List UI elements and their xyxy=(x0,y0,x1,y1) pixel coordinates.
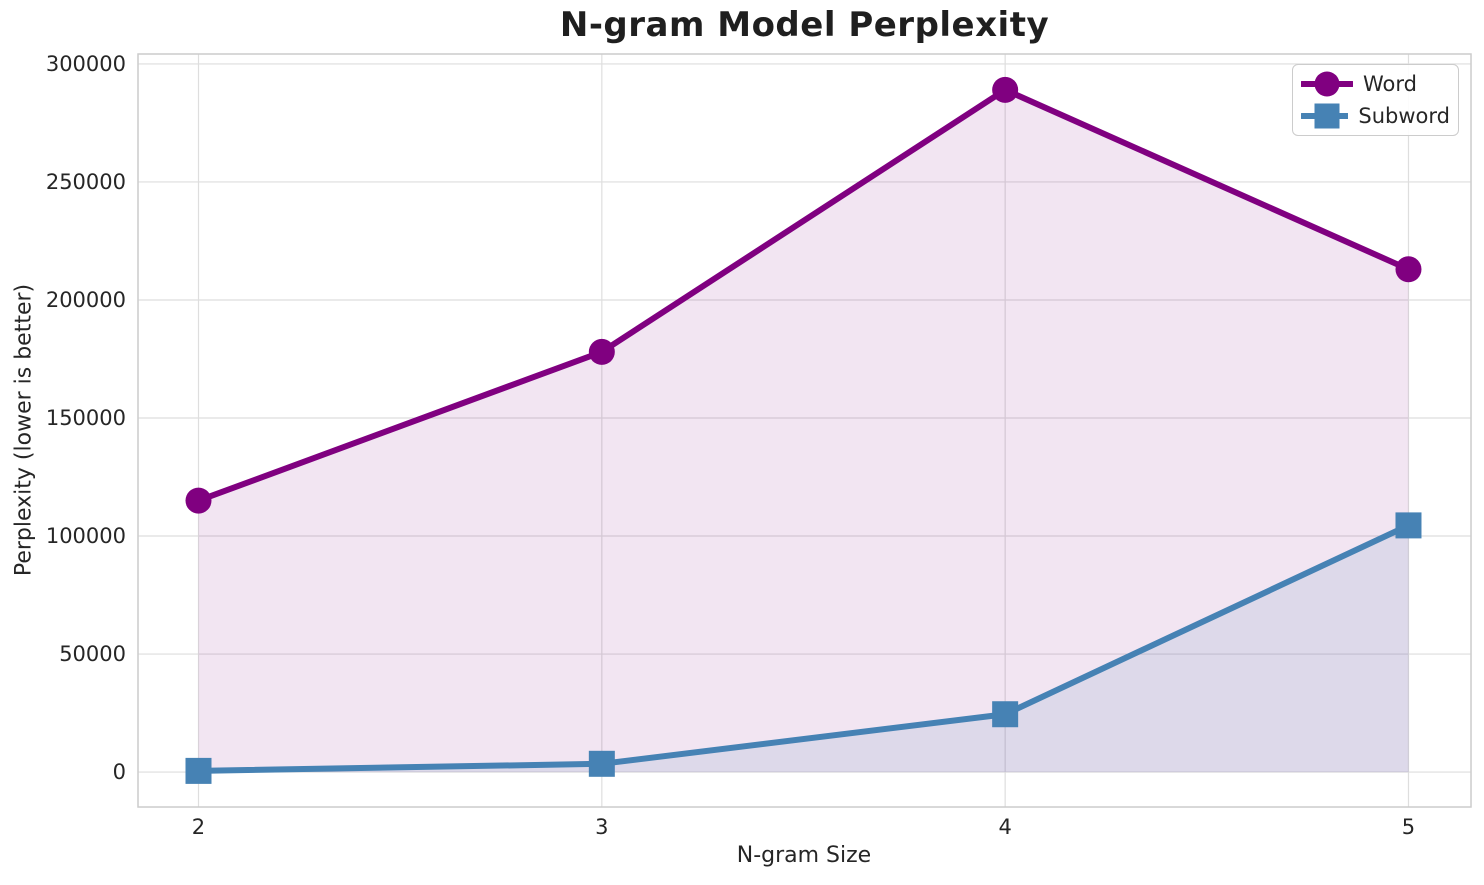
chart-title: N-gram Model Perplexity xyxy=(559,5,1050,45)
x-tick-label: 3 xyxy=(595,815,609,839)
area-fill-subword xyxy=(198,525,1409,773)
y-tick-label: 250000 xyxy=(45,169,126,194)
data-point-word xyxy=(588,338,615,365)
x-tick-label: 4 xyxy=(998,815,1012,839)
data-point-subword xyxy=(1395,512,1422,539)
legend-item-word: Word xyxy=(1301,69,1450,99)
legend: Word Subword xyxy=(1292,64,1459,136)
x-axis-label: N-gram Size xyxy=(736,843,872,868)
legend-label: Subword xyxy=(1358,104,1450,128)
area-fill-word xyxy=(198,89,1409,773)
axes-spine xyxy=(137,53,1472,808)
data-point-word xyxy=(1395,256,1422,283)
y-tick-label: 200000 xyxy=(45,287,126,312)
y-tick-label: 0 xyxy=(112,760,126,785)
legend-marker xyxy=(1314,103,1340,129)
y-tick-label: 100000 xyxy=(45,524,126,548)
legend-marker xyxy=(1314,71,1340,97)
legend-item-subword: Subword xyxy=(1301,101,1450,131)
legend-label: Word xyxy=(1363,72,1417,96)
y-tick-label: 300000 xyxy=(45,51,126,76)
data-point-subword xyxy=(588,750,615,777)
circle-marker-icon xyxy=(1301,71,1353,97)
x-tick-label: 2 xyxy=(191,815,206,839)
series-line-word xyxy=(195,86,1412,504)
data-point-subword xyxy=(992,701,1019,728)
y-tick-label: 50000 xyxy=(59,642,126,667)
data-point-subword xyxy=(185,757,212,784)
x-tick-label: 5 xyxy=(1401,815,1416,839)
square-marker-icon xyxy=(1301,103,1349,129)
data-point-word xyxy=(185,487,212,514)
y-tick-label: 150000 xyxy=(45,405,126,430)
series-line-subword xyxy=(195,522,1412,774)
data-point-word xyxy=(992,76,1019,103)
